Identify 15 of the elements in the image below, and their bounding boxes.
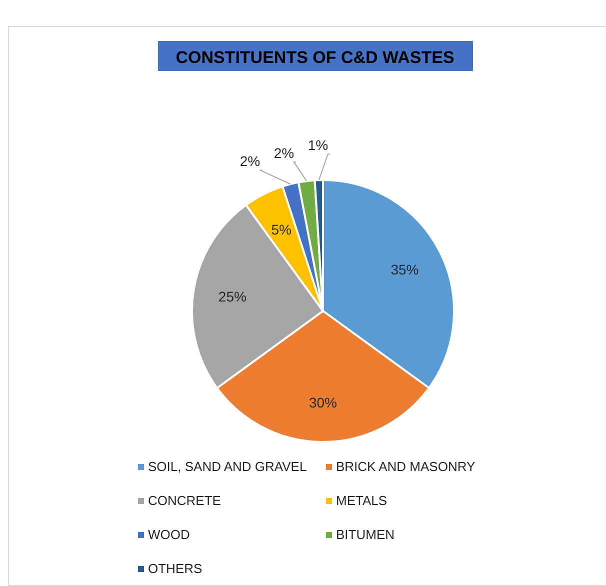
data-label: 2% <box>240 153 260 170</box>
legend-label: OTHERS <box>148 561 202 576</box>
data-label: 2% <box>274 145 294 162</box>
legend-label: WOOD <box>148 527 190 542</box>
legend-label: SOIL, SAND AND GRAVEL <box>148 459 307 474</box>
legend-label: BITUMEN <box>336 527 394 542</box>
data-label: 5% <box>271 221 292 238</box>
data-label: 25% <box>218 288 246 305</box>
legend-label: METALS <box>336 493 388 508</box>
data-label: 30% <box>308 394 338 411</box>
legend-label: CONCRETE <box>148 493 222 508</box>
data-label: 35% <box>390 261 419 278</box>
data-label: 1% <box>308 137 328 154</box>
chart-title: CONSTITUENTS OF C&D WASTES <box>176 48 454 67</box>
legend-label: BRICK AND MASONRY <box>336 459 476 474</box>
